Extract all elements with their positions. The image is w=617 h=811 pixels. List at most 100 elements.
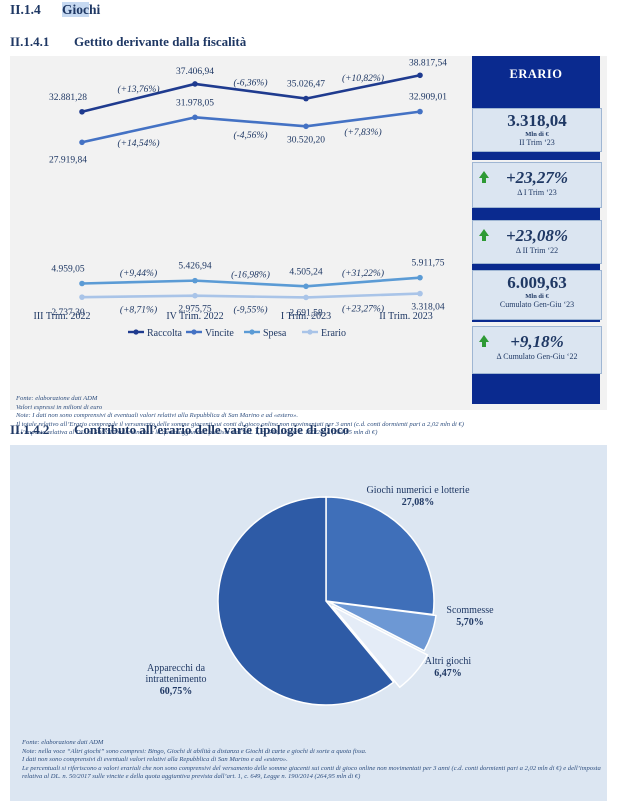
change-label: (+31,22%) — [342, 268, 384, 279]
erario-delta-q2-box: +23,08% Δ II Trim ‘22 — [472, 220, 602, 264]
erario-cumulative-box: 6.009,63 Mln di € Cumulato Gen-Giu ‘23 — [472, 270, 602, 320]
note-line: Fonte: elaborazione dati ADM — [16, 395, 98, 402]
data-point — [79, 108, 85, 115]
change-label: (+13,76%) — [117, 84, 159, 95]
data-point — [417, 108, 423, 115]
data-label: 32.909,01 — [409, 93, 447, 103]
slice-percent: 60,75% — [160, 686, 193, 697]
erario-cumulative-unit: Mln di € — [525, 293, 549, 300]
legend-label: Raccolta — [147, 328, 183, 339]
data-point — [303, 283, 309, 290]
data-label: 35.026,47 — [287, 80, 325, 90]
data-label: 27.919,84 — [49, 155, 87, 165]
erario-cumulative-label: Cumulato Gen-Giu ‘23 — [499, 300, 575, 309]
x-tick-label: II Trim. 2023 — [379, 311, 433, 322]
data-label: 2.737,30 — [51, 308, 85, 318]
data-label: 32.881,28 — [49, 93, 87, 103]
up-arrow-icon — [479, 171, 489, 183]
pie-slice-1 — [328, 601, 437, 652]
data-point — [417, 290, 423, 297]
legend-label: Vincite — [205, 328, 234, 339]
data-label: 5.911,75 — [412, 259, 445, 269]
chart2-notes: Fonte: elaborazione dati ADM Note: nella… — [22, 739, 602, 782]
note-line: I dati non sono comprensivi di eventuali… — [22, 756, 288, 764]
slice-label: Apparecchi da — [147, 663, 206, 674]
erario-quarter-value: 3.318,04 — [507, 111, 567, 130]
change-label: (+8,71%) — [120, 304, 157, 315]
change-label: (-4,56%) — [233, 130, 267, 141]
erario-quarter-label: II Trim ‘23 — [519, 138, 555, 147]
data-point — [303, 95, 309, 102]
subsection-number-1: II.1.4.1 — [10, 34, 50, 49]
note-line: Note: nella voce “Altri giochi” sono com… — [22, 747, 367, 755]
series-line-vincite — [81, 110, 421, 144]
x-tick-label: IV Trim. 2022 — [166, 311, 223, 322]
data-point — [192, 277, 198, 284]
data-label: 2.691,58 — [289, 308, 323, 318]
series-line-erario — [81, 292, 421, 299]
erario-delta-q2-value: +23,08% — [505, 226, 569, 245]
slice-percent: 6,47% — [434, 668, 462, 679]
data-label: 31.978,05 — [176, 98, 214, 108]
change-label: (+9,44%) — [120, 268, 157, 279]
section-title: II.1.4 Giochi — [10, 2, 100, 18]
erario-delta-q1-box: +23,27% Δ I Trim ‘23 — [472, 162, 602, 208]
data-point — [79, 280, 85, 287]
game-types-panel: Giochi numerici e lotterie 27,08% Scommess… — [10, 445, 607, 801]
subsection-text-2: Contributo all’erario delle varie tipolo… — [74, 422, 350, 437]
up-arrow-icon — [479, 229, 489, 241]
pie-slice-2 — [331, 605, 429, 689]
erario-band: 6.009,63 Mln di € Cumulato Gen-Giu ‘23 — [472, 264, 602, 322]
fiscal-revenue-panel: 32.881,28 37.406,94 35.026,47 38.817,54 (+13… — [10, 56, 607, 436]
slice-label: Scommesse — [446, 605, 494, 616]
legend-marker — [307, 329, 313, 335]
erario-delta-cumulative-box: +9,18% Δ Cumulato Gen-Giu ‘22 — [472, 326, 602, 374]
x-tick-label: I Trim. 2023 — [281, 311, 331, 322]
section-title-rest: hi — [89, 2, 101, 17]
erario-delta-q1-label: Δ I Trim ‘23 — [517, 188, 557, 197]
slice-label: Altri giochi — [425, 656, 472, 667]
subsection-text-1: Gettito derivante dalla fiscalità — [74, 34, 247, 49]
data-label: 4.959,05 — [51, 265, 85, 275]
legend-label: Erario — [321, 328, 346, 339]
note-line: Le percentuali si riferiscono a valori e… — [22, 764, 601, 781]
section-number: II.1.4 — [10, 2, 41, 17]
subsection-title-1: II.1.4.1 Gettito derivante dalla fiscalit… — [10, 34, 246, 50]
erario-header: ERARIO — [472, 56, 600, 100]
erario-delta-cumulative-value: +9,18% — [510, 332, 564, 351]
erario-band — [472, 208, 600, 220]
note-line: Valori espressi in milioni di euro — [16, 403, 103, 411]
erario-quarter-unit: Mln di € — [525, 131, 549, 138]
erario-delta-q1-value: +23,27% — [505, 168, 569, 187]
data-label: 38.817,54 — [409, 58, 447, 68]
data-point — [192, 81, 198, 87]
data-point — [417, 72, 423, 79]
data-label: 30.520,20 — [287, 135, 325, 145]
quarterly-line-chart: 32.881,28 37.406,94 35.026,47 38.817,54 (+13… — [34, 58, 448, 339]
erario-cumulative-value: 6.009,63 — [507, 273, 567, 292]
note-line: Note: I dati non sono comprensivi di eve… — [16, 412, 299, 420]
up-arrow-icon — [479, 335, 489, 347]
data-label: 5.426,94 — [178, 262, 212, 272]
subsection-title-2: II.1.4.2 Contributo all’erario delle vari… — [10, 422, 349, 438]
change-label: (+14,54%) — [117, 138, 159, 149]
change-label: (-9,55%) — [233, 305, 267, 316]
erario-delta-q2-label: Δ II Trim ‘22 — [515, 246, 559, 255]
erario-band: 3.318,04 Mln di € II Trim ‘23 — [472, 100, 602, 160]
pie-slice-0 — [325, 496, 435, 616]
note-line: Il totale relativo all’Erario comprende … — [16, 420, 464, 437]
change-label: (+10,82%) — [342, 73, 384, 84]
legend-marker — [133, 329, 139, 335]
data-point — [303, 123, 309, 130]
erario-sidebar: ERARIO 3.318,04 Mln di € II Trim ‘23 +23… — [466, 56, 607, 410]
section-title-highlight: Gioc — [62, 2, 89, 17]
erario-band — [472, 374, 600, 404]
change-label: (-6,36%) — [233, 77, 267, 88]
erario-delta-cumulative-label: Δ Cumulato Gen-Giu ‘22 — [496, 352, 578, 361]
data-point — [192, 292, 198, 299]
data-point — [417, 274, 423, 281]
slice-label-line2: intrattenimento — [145, 674, 206, 685]
slice-label: Giochi numerici e lotterie — [366, 485, 470, 496]
series-line-spesa — [81, 276, 421, 288]
x-tick-label: III Trim. 2022 — [34, 311, 91, 322]
